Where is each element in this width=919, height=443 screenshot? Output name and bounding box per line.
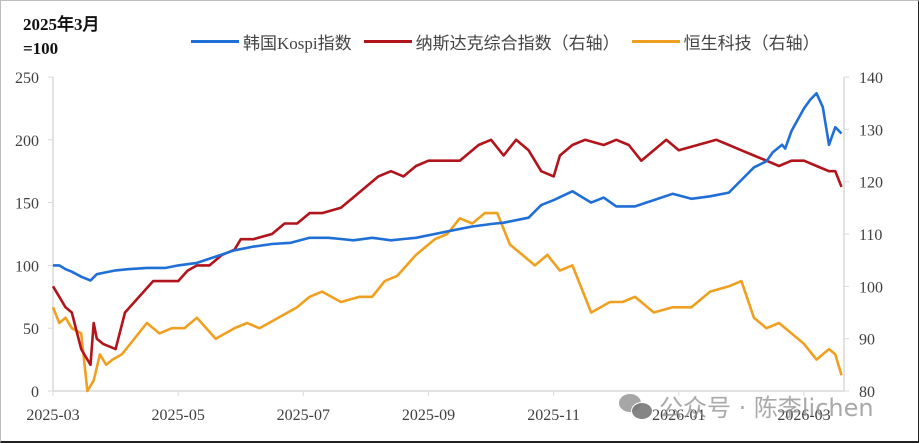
x-tick-label: 2025-03 [26, 407, 79, 424]
right-y-tick-label: 90 [859, 332, 875, 349]
right-y-tick-label: 120 [859, 175, 883, 192]
axes: 0 50 100 150 200 250 80 90 100 110 120 130 140 2025-0… [15, 70, 883, 424]
legend-label-kospi: 韩国Kospi指数 [243, 34, 352, 53]
x-tick-label: 2025-09 [402, 407, 455, 424]
x-tick-label: 2025-11 [527, 407, 580, 424]
series-lines [51, 92, 843, 393]
x-tick-label: 2025-05 [152, 407, 205, 424]
x-tick-label: 2026-03 [777, 407, 830, 424]
y-axis-unit-label: 2025年3月 =100 [23, 15, 100, 58]
right-y-tick-label: 80 [859, 384, 875, 401]
left-y-tick-label: 250 [15, 70, 39, 87]
right-y-tick-label: 130 [859, 122, 883, 139]
legend-item-kospi: 韩国Kospi指数 [191, 29, 352, 54]
series-line-1 [51, 138, 843, 367]
legend-swatch-kospi [191, 40, 239, 43]
x-tick-label: 2025-07 [277, 407, 330, 424]
legend-swatch-nasdaq [363, 40, 412, 43]
legend-label-nasdaq: 纳斯达克综合指数（右轴） [415, 34, 620, 53]
series-line-0 [53, 92, 843, 282]
left-y-tick-label: 50 [23, 321, 39, 338]
left-y-tick-label: 100 [15, 258, 39, 275]
right-y-tick-label: 110 [859, 227, 882, 244]
series-line-2 [51, 211, 843, 393]
legend: 韩国Kospi指数 纳斯达克综合指数（右轴） 恒生科技（右轴） [191, 29, 832, 54]
legend-item-hstech: 恒生科技（右轴） [631, 29, 820, 54]
legend-label-hstech: 恒生科技（右轴） [683, 34, 820, 53]
x-tick-label: 2026-01 [652, 407, 705, 424]
left-y-tick-label: 200 [15, 133, 39, 150]
legend-swatch-hstech [631, 40, 680, 43]
left-y-tick-label: 0 [31, 384, 39, 401]
left-y-tick-label: 150 [15, 196, 39, 213]
legend-item-nasdaq: 纳斯达克综合指数（右轴） [363, 29, 620, 54]
right-y-tick-label: 140 [859, 70, 883, 87]
right-y-tick-label: 100 [859, 279, 883, 296]
